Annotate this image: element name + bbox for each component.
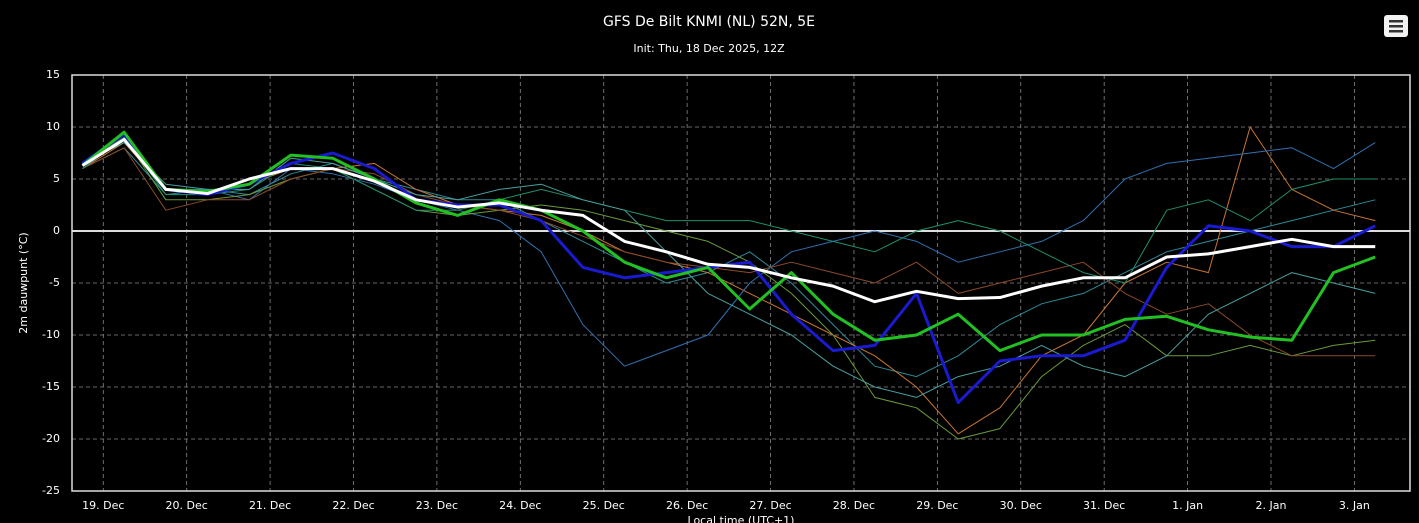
y-tick-label: -10 <box>42 328 60 341</box>
y-tick-label: 0 <box>53 224 60 237</box>
chart-title: GFS De Bilt KNMI (NL) 52N, 5E <box>603 14 815 30</box>
menu-button[interactable] <box>1384 15 1408 37</box>
y-tick-label: 5 <box>53 172 60 185</box>
y-tick-label: -25 <box>42 484 60 497</box>
y-tick-label: -5 <box>49 276 60 289</box>
menu-icon-bar <box>1389 20 1403 23</box>
y-tick-label: -15 <box>42 380 60 393</box>
x-tick-label: 25. Dec <box>583 499 625 512</box>
x-tick-label: 21. Dec <box>249 499 291 512</box>
y-tick-label: -20 <box>42 432 60 445</box>
x-tick-label: 24. Dec <box>499 499 541 512</box>
menu-icon-bar <box>1389 30 1403 33</box>
x-tick-label: 23. Dec <box>416 499 458 512</box>
x-axis-label: Local time (UTC+1) <box>688 514 795 523</box>
plot-border <box>71 74 1411 492</box>
series-line <box>82 147 1376 357</box>
x-tick-label: 28. Dec <box>833 499 875 512</box>
series-line <box>81 137 1376 304</box>
series-line <box>82 136 1376 284</box>
y-axis-label: 2m dauwpunt (°C) <box>17 232 30 333</box>
y-tick-label: 10 <box>46 120 60 133</box>
x-tick-label: 30. Dec <box>1000 499 1042 512</box>
y-tick-label: 15 <box>46 68 60 81</box>
x-tick-label: 19. Dec <box>82 499 124 512</box>
x-tick-label: 1. Jan <box>1172 499 1203 512</box>
series-line <box>81 130 1376 353</box>
x-tick-label: 22. Dec <box>332 499 374 512</box>
x-tick-label: 26. Dec <box>666 499 708 512</box>
chart-subtitle: Init: Thu, 18 Dec 2025, 12Z <box>633 42 785 55</box>
x-tick-label: 31. Dec <box>1083 499 1125 512</box>
x-tick-label: 2. Jan <box>1256 499 1287 512</box>
x-tick-label: 20. Dec <box>166 499 208 512</box>
x-tick-label: 29. Dec <box>916 499 958 512</box>
menu-icon-bar <box>1389 25 1403 28</box>
x-tick-label: 3. Jan <box>1339 499 1370 512</box>
x-tick-label: 27. Dec <box>749 499 791 512</box>
series-line <box>82 147 1376 378</box>
series-line <box>82 142 1376 398</box>
